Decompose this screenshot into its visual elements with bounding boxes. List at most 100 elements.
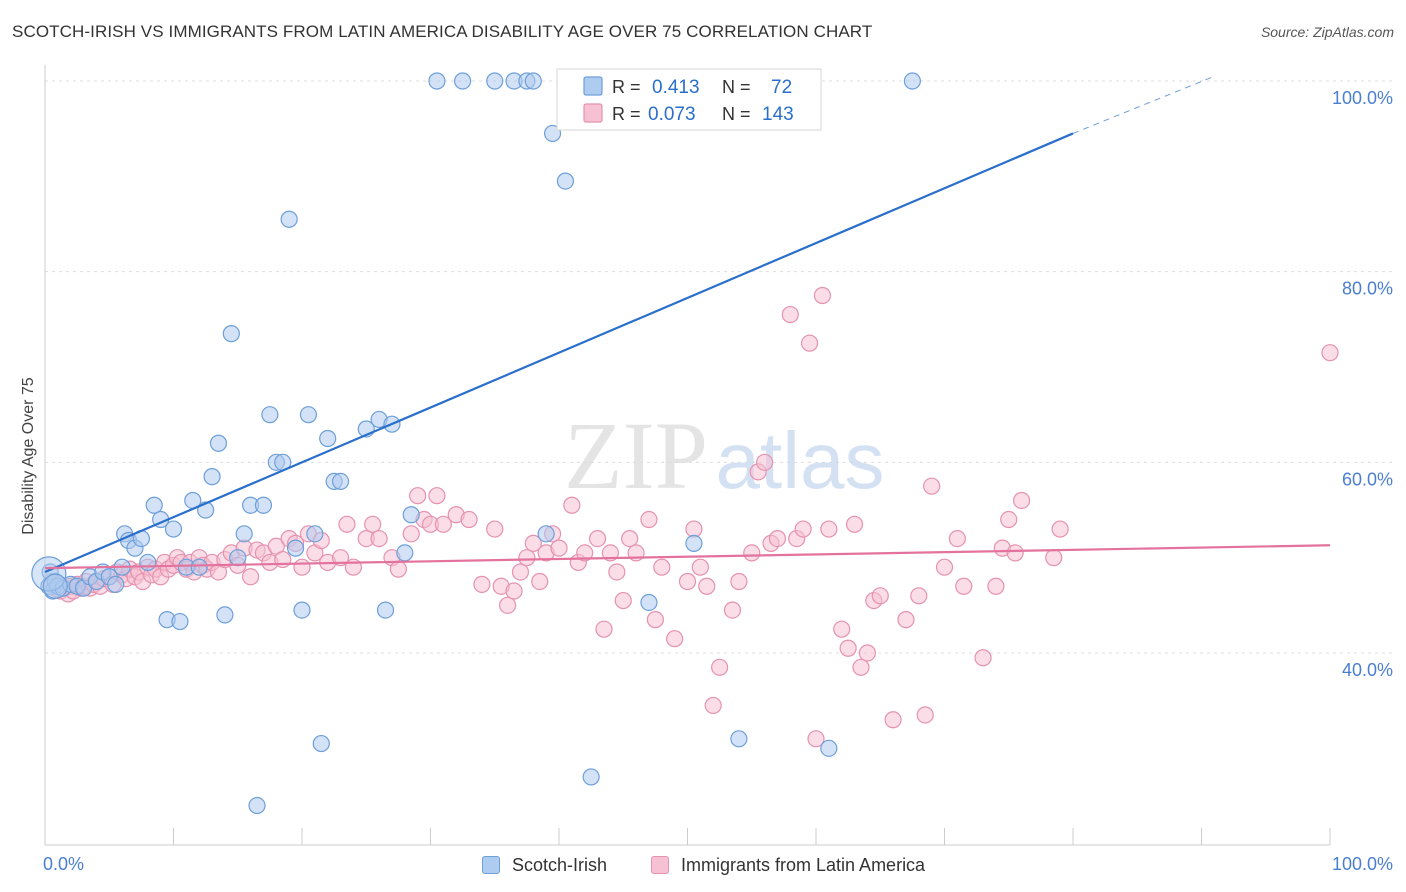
latin-america-point-128 — [871, 587, 889, 605]
scotch-irish-point-64 — [556, 172, 575, 190]
legend-n-value-2: 143 — [762, 104, 794, 125]
scotch-irish-point-72 — [820, 739, 838, 757]
latin-america-point-118 — [800, 334, 819, 352]
x-tick-label-min: 0.0% — [43, 854, 84, 874]
scotch-irish-point-54 — [396, 544, 414, 562]
scotch-irish-point-37 — [254, 496, 273, 514]
source-credit: Source: ZipAtlas.com — [1260, 24, 1394, 40]
latin-america-point-130 — [897, 611, 915, 629]
latin-america-point-109 — [730, 572, 748, 591]
latin-america-point-104 — [691, 558, 709, 576]
latin-america-point-138 — [987, 577, 1005, 595]
latin-america-point-119 — [807, 730, 825, 748]
latin-america-point-133 — [923, 477, 941, 495]
x-tick-label-max: 100.0% — [1332, 854, 1393, 874]
scotch-irish-point-45 — [306, 525, 324, 543]
legend-item-latin-america: Immigrants from Latin America — [651, 851, 925, 879]
latin-america-point-75 — [460, 510, 478, 529]
latin-america-point-82 — [518, 549, 536, 567]
latin-america-point-114 — [768, 529, 787, 548]
latin-america-point-105 — [698, 577, 716, 595]
latin-america-point-47 — [242, 568, 260, 586]
scotch-irish-point-27 — [190, 558, 208, 576]
trend-lines — [44, 75, 1331, 573]
latin-america-point-144 — [1051, 520, 1069, 538]
latin-america-point-83 — [524, 534, 542, 552]
chart-title: SCOTCH-IRISH VS IMMIGRANTS FROM LATIN AM… — [12, 22, 873, 41]
legend-n-value-1: 72 — [771, 77, 792, 98]
scotch-irish-point-20 — [145, 496, 163, 514]
scotch-irish-point-33 — [229, 549, 247, 567]
latin-america-point-95 — [614, 591, 632, 610]
latin-america-point-61 — [338, 515, 356, 533]
latin-america-point-94 — [608, 563, 626, 581]
latin-america-point-99 — [646, 611, 664, 629]
scotch-irish-point-32 — [222, 325, 240, 343]
latin-america-point-117 — [794, 520, 812, 538]
latin-america-point-140 — [1000, 510, 1018, 529]
latin-america-point-124 — [845, 515, 864, 533]
latin-america-point-81 — [511, 563, 530, 581]
scotch-irish-point-62 — [537, 525, 555, 543]
grid-layer — [45, 80, 1395, 654]
legend-n-label-1: N = — [722, 77, 751, 97]
axis-labels: 100.0% 80.0% 60.0% 40.0% 0.0% 100.0% — [43, 88, 1393, 874]
watermark-atlas: atlas — [716, 416, 885, 505]
scotch-irish-point-41 — [280, 210, 298, 228]
latin-america-points — [42, 286, 1339, 748]
latin-america-point-55 — [293, 558, 311, 576]
latin-america-point-115 — [781, 305, 799, 324]
latin-america-point-107 — [711, 658, 729, 676]
latin-america-point-136 — [955, 577, 973, 595]
scotch-irish-point-36 — [248, 796, 266, 815]
scotch-irish-point-73 — [903, 72, 921, 90]
latin-america-point-68 — [402, 525, 420, 543]
latin-america-point-110 — [743, 544, 761, 562]
scotch-irish-point-56 — [428, 72, 446, 90]
latin-america-point-52 — [274, 550, 292, 569]
legend-label-latin-america: Immigrants from Latin America — [681, 854, 926, 875]
y-tick-label-80: 80.0% — [1342, 279, 1393, 299]
axes-layer — [44, 65, 1331, 846]
scotch-irish-point-19 — [139, 553, 157, 572]
scotch-irish-cluster-medium — [42, 573, 68, 599]
legend-r-value-1: 0.413 — [652, 77, 700, 98]
latin-america-trend-line — [44, 544, 1331, 570]
latin-america-point-143 — [1045, 549, 1063, 567]
latin-america-point-141 — [1006, 544, 1024, 562]
scotch-irish-trend-extension — [1072, 75, 1215, 134]
latin-america-point-92 — [595, 620, 613, 638]
latin-america-point-80 — [505, 582, 523, 600]
scotch-irish-point-31 — [216, 606, 234, 624]
latin-america-point-137 — [974, 649, 992, 667]
latin-america-point-93 — [601, 544, 620, 562]
scotch-irish-point-47 — [319, 429, 337, 448]
scotch-irish-point-38 — [261, 406, 279, 424]
latin-america-point-106 — [704, 696, 722, 715]
legend-r-label-1: R = — [612, 77, 641, 97]
scotch-irish-trend-line — [44, 132, 1074, 573]
latin-america-point-134 — [935, 558, 954, 576]
latin-america-point-90 — [576, 544, 594, 562]
scotch-irish-point-66 — [582, 768, 600, 786]
latin-america-point-103 — [685, 520, 703, 538]
y-tick-label-100: 100.0% — [1332, 88, 1393, 108]
correlation-legend: R = 0.413 N = 72 R = 0.073 N = 143 — [556, 68, 822, 131]
scotch-irish-point-46 — [312, 734, 330, 753]
latin-america-point-84 — [531, 572, 549, 591]
scotch-irish-point-29 — [203, 468, 221, 486]
y-tick-label-60: 60.0% — [1342, 469, 1393, 489]
scotch-irish-point-44 — [299, 406, 318, 424]
scotch-irish-point-24 — [171, 612, 189, 631]
legend-item-scotch-irish: Scotch-Irish — [482, 851, 607, 879]
latin-america-point-131 — [910, 587, 928, 605]
latin-america-point-79 — [499, 596, 517, 614]
scotch-irish-point-42 — [286, 539, 305, 557]
latin-america-point-126 — [858, 644, 877, 662]
scotch-irish-point-69 — [640, 593, 658, 612]
latin-america-point-67 — [389, 560, 407, 578]
latin-america-point-91 — [588, 529, 607, 548]
latin-america-point-135 — [948, 529, 966, 548]
series-legend: Scotch-Irish Immigrants from Latin Ameri… — [0, 851, 1406, 879]
